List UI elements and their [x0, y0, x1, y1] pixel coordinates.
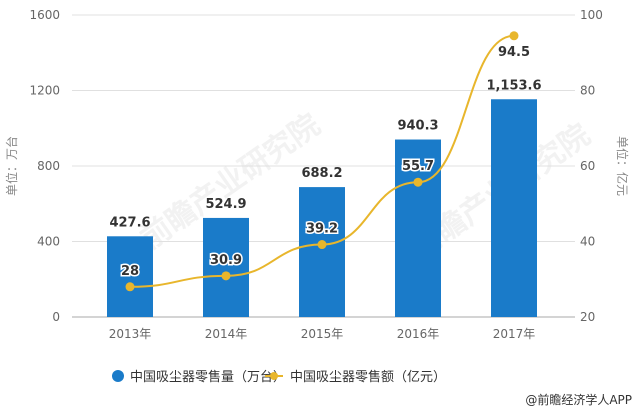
line-point: [413, 177, 423, 187]
legend-line-label: 中国吸尘器零售额（亿元）: [290, 369, 446, 385]
x-tick-label: 2014年: [205, 327, 248, 341]
bar: [395, 139, 441, 317]
left-axis-label: 单位：万台: [4, 136, 19, 196]
bar: [299, 187, 345, 317]
right-axis-label: 单位：亿元: [615, 136, 630, 196]
bar: [491, 99, 537, 318]
line-point: [509, 31, 519, 41]
legend: 中国吸尘器零售量（万台） 中国吸尘器零售额（亿元）: [112, 369, 446, 385]
left-tick-label: 800: [37, 159, 60, 173]
x-tick-label: 2015年: [301, 327, 344, 341]
line-point: [221, 271, 231, 281]
x-tick-label: 2017年: [493, 327, 536, 341]
bar: [203, 217, 249, 317]
legend-line-dot: [270, 372, 278, 380]
right-tick-label: 20: [580, 310, 595, 324]
x-tick-label: 2013年: [109, 327, 152, 341]
right-tick-label: 100: [580, 8, 603, 22]
line-point: [317, 240, 327, 250]
right-tick-label: 40: [580, 235, 595, 249]
bar-value-label: 940.3: [397, 119, 438, 134]
left-tick-label: 400: [37, 235, 60, 249]
line-value-label: 28: [121, 264, 139, 279]
bar: [107, 236, 153, 317]
line-value-label: 30.9: [210, 253, 242, 268]
source-credit: @前瞻经济学人APP: [525, 392, 632, 407]
line-point: [125, 282, 135, 292]
bar-value-label: 427.6: [109, 215, 150, 230]
left-tick-label: 1200: [29, 84, 60, 98]
left-tick-label: 1600: [29, 8, 60, 22]
bar-value-label: 688.2: [301, 166, 342, 181]
right-tick-label: 60: [580, 159, 595, 173]
x-tick-label: 2016年: [397, 327, 440, 341]
bar-value-label: 1,153.6: [486, 78, 541, 93]
line-value-label: 39.2: [306, 222, 338, 237]
line-value-label: 94.5: [498, 45, 530, 60]
left-tick-label: 0: [52, 310, 60, 324]
legend-bar-label: 中国吸尘器零售量（万台）: [130, 369, 286, 385]
legend-bar-marker: [112, 370, 124, 382]
bar-value-label: 524.9: [205, 197, 246, 212]
line-series: [129, 34, 515, 288]
right-tick-label: 80: [580, 84, 595, 98]
line-value-label: 55.7: [402, 159, 434, 174]
